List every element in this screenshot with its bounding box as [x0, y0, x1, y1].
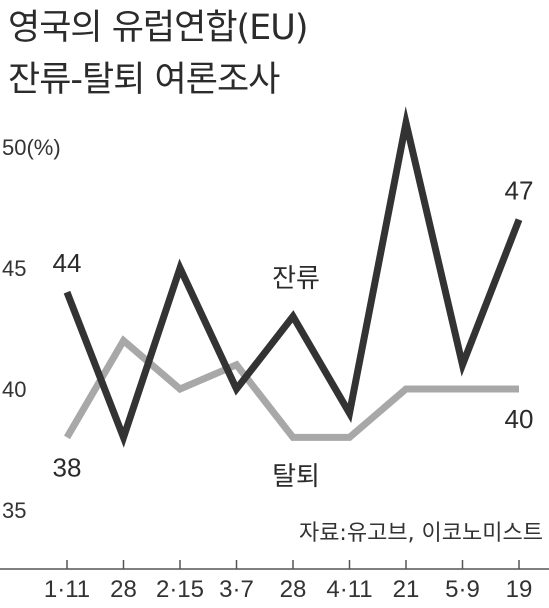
x-tick-label: 1·11	[44, 576, 90, 603]
y-tick-label: 50(%)	[2, 135, 61, 160]
data-label: 40	[505, 404, 534, 434]
series-line-leave	[63, 335, 519, 441]
x-tick-label: 28	[110, 576, 137, 603]
source-note: 자료:유고브, 이코노미스트	[299, 521, 543, 546]
x-tick-label: 19	[506, 576, 533, 603]
x-tick-label: 2·15	[156, 576, 204, 603]
chart-title-line2: 잔류-탈퇴 여론조사	[8, 60, 280, 100]
series-name-remain: 잔류	[272, 264, 320, 294]
y-tick-label: 40	[2, 377, 26, 402]
x-tick-label: 21	[393, 576, 420, 603]
data-label: 47	[505, 176, 534, 206]
chart-title-line1: 영국의 유럽연합(EU)	[8, 8, 309, 48]
y-tick-label: 35	[2, 498, 26, 523]
y-axis: 50(%) 45 40 35	[2, 135, 61, 523]
data-label: 38	[53, 452, 82, 482]
x-axis: 1·11 28 2·15 3·7 28 4·11 21 5·9 19	[0, 560, 549, 603]
x-tick-label: 3·7	[219, 576, 254, 603]
series-name-leave: 탈퇴	[272, 462, 320, 492]
x-tick-label: 5·9	[445, 576, 480, 603]
chart-title: 영국의 유럽연합(EU) 잔류-탈퇴 여론조사	[8, 2, 309, 106]
x-tick-label: 4·11	[326, 576, 372, 603]
series-layer	[63, 106, 523, 448]
x-tick-label: 28	[280, 576, 307, 603]
data-label: 44	[53, 248, 82, 278]
y-tick-label: 45	[2, 256, 26, 281]
